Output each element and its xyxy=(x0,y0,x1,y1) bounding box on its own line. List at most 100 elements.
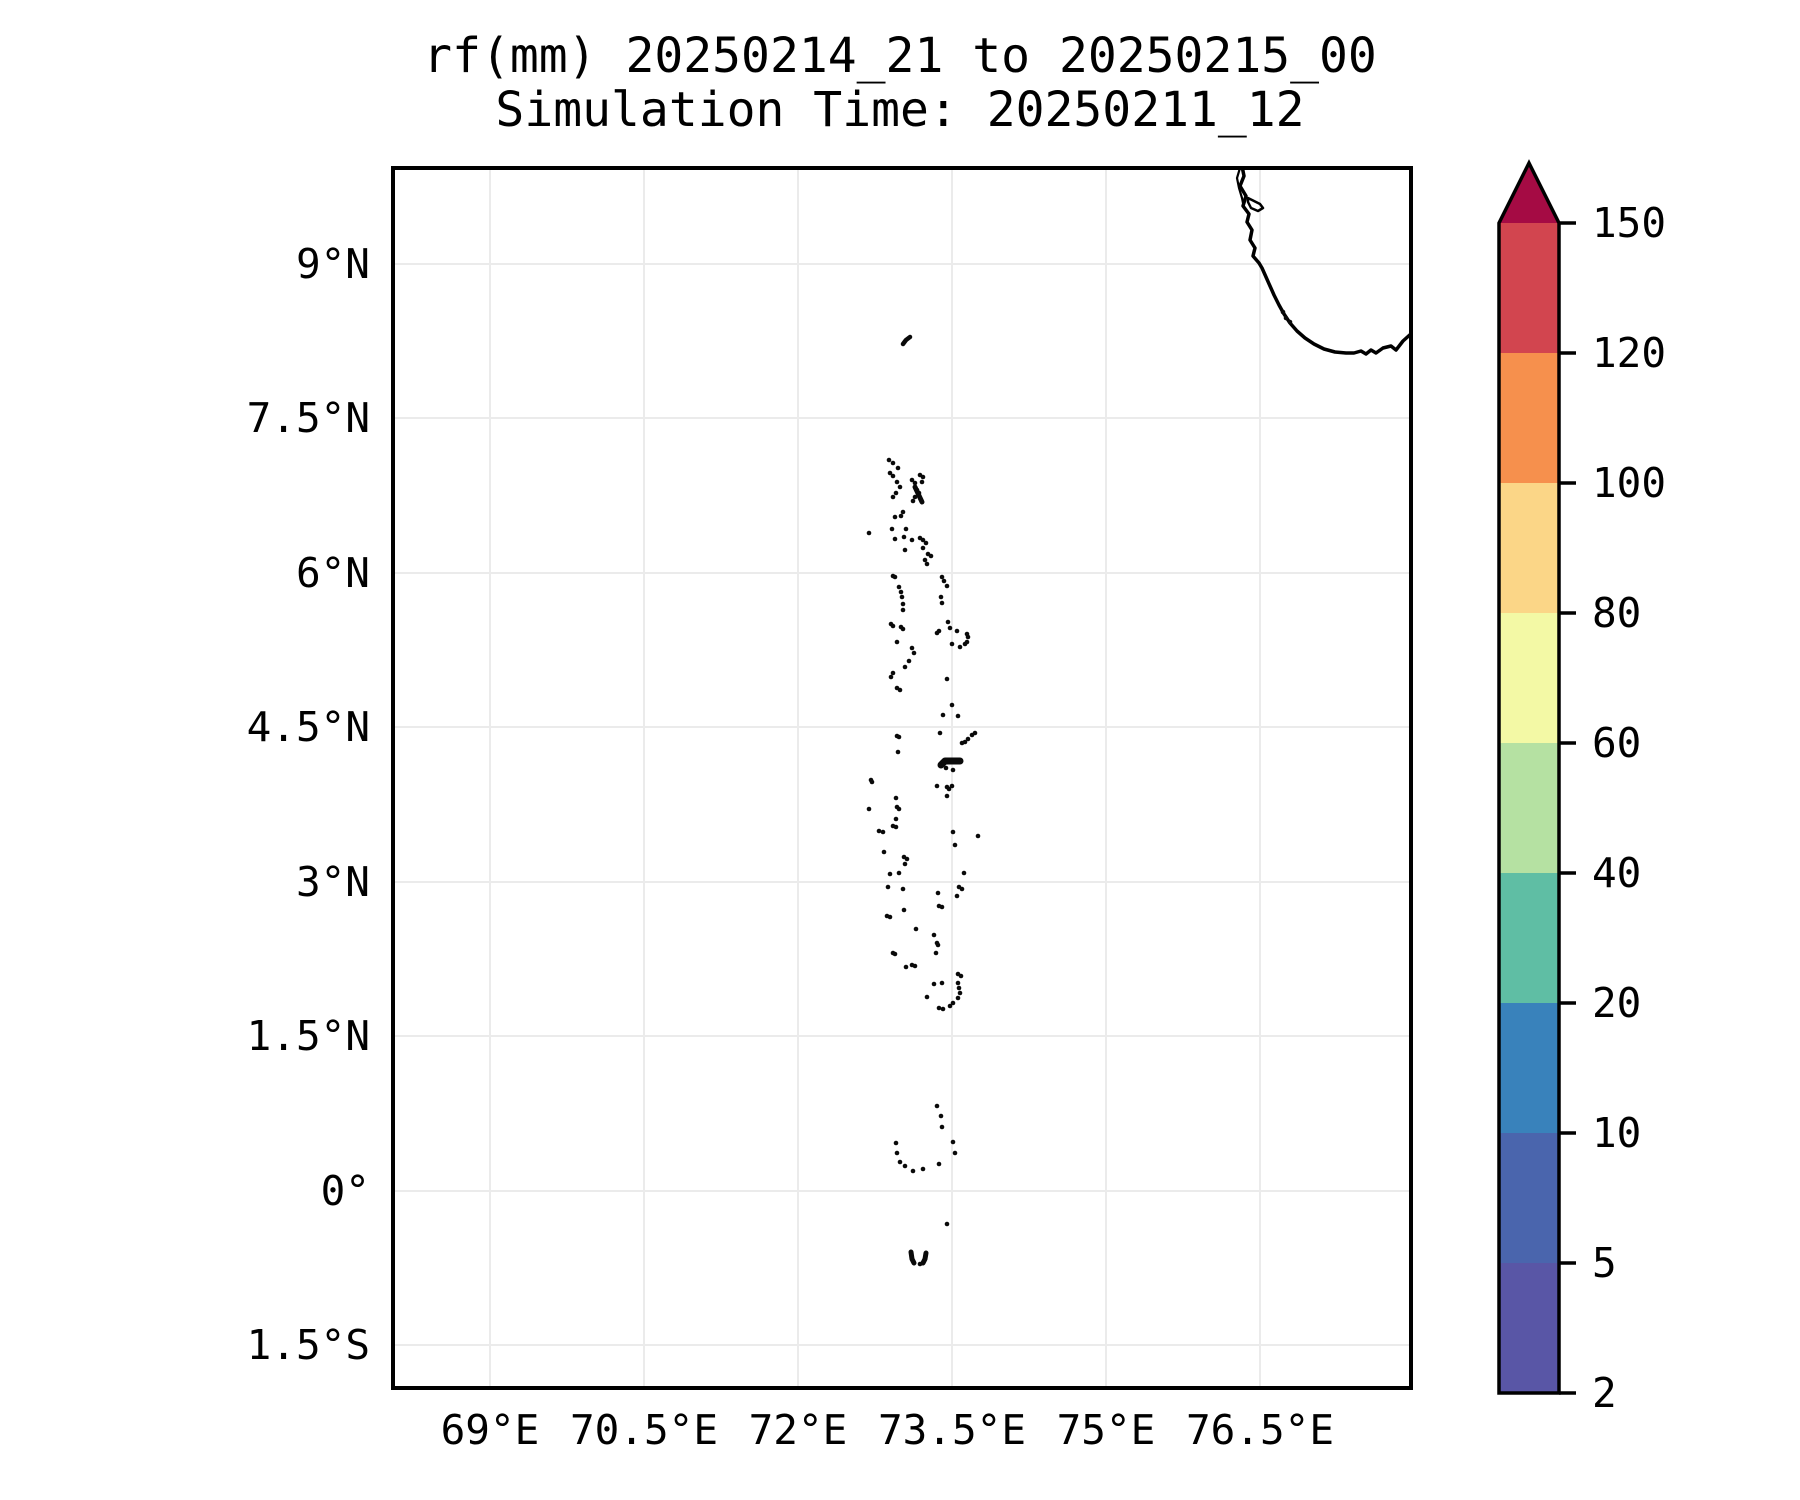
colorbar-segment xyxy=(1499,223,1559,354)
island-dot xyxy=(919,479,925,485)
colorbar-tick-label: 5 xyxy=(1592,1239,1617,1287)
colorbar-tick-label: 40 xyxy=(1592,849,1642,897)
island-dot xyxy=(900,886,906,892)
island-dot xyxy=(949,783,955,789)
colorbar-tick-label: 10 xyxy=(1592,1109,1642,1157)
island-dot xyxy=(922,557,928,563)
island-dot xyxy=(952,1150,958,1156)
backwater-line xyxy=(1235,167,1246,209)
island-dot xyxy=(896,734,902,740)
island-dot xyxy=(939,574,945,580)
island-dot xyxy=(962,739,968,745)
island-dot xyxy=(896,806,902,812)
colorbar-tick-label: 150 xyxy=(1592,199,1667,247)
island-dot xyxy=(894,1150,900,1156)
island-dot xyxy=(972,730,978,736)
island-dot xyxy=(934,630,940,636)
map-plot-area xyxy=(391,166,1413,1390)
island-dot xyxy=(934,1103,940,1109)
colorbar xyxy=(1497,159,1576,1395)
island-dot xyxy=(949,702,955,708)
island-dot xyxy=(887,871,893,877)
plot-subtitle: Simulation Time: 20250211_12 xyxy=(495,82,1305,138)
island-dot xyxy=(893,824,899,830)
island-dot xyxy=(920,1166,926,1172)
island-dot xyxy=(893,795,899,801)
island-dot xyxy=(952,842,958,848)
colorbar-tick-label: 80 xyxy=(1592,589,1642,637)
island-dot xyxy=(893,490,899,496)
island-dot xyxy=(1287,319,1293,325)
island-dot xyxy=(892,514,898,520)
island-dot xyxy=(912,494,918,500)
y-tick-label: 1.5°N xyxy=(246,1012,370,1060)
colorbar-tick-label: 60 xyxy=(1592,719,1642,767)
island-dot xyxy=(950,1139,956,1145)
india-coastline xyxy=(1238,166,1413,356)
island-dot xyxy=(939,904,945,910)
island-dot xyxy=(924,561,930,567)
island-dot xyxy=(896,584,902,590)
island-dot xyxy=(939,1124,945,1130)
colorbar-outline xyxy=(1497,159,1561,1395)
island-dot xyxy=(890,623,896,629)
island-dot xyxy=(957,644,963,650)
island-dot xyxy=(876,828,882,834)
island-dot xyxy=(913,926,919,932)
island-dot xyxy=(937,730,943,736)
island-dot xyxy=(895,465,901,471)
island-dot xyxy=(938,1113,944,1119)
island-dot xyxy=(928,553,934,559)
island-dot xyxy=(920,545,926,551)
island-dot xyxy=(901,534,907,540)
island-dot xyxy=(943,765,949,771)
island-dot xyxy=(955,980,961,986)
colorbar-tick-label: 100 xyxy=(1592,459,1667,507)
x-tick-label: 72°E xyxy=(748,1406,848,1454)
island-dot xyxy=(899,594,905,600)
island-dot xyxy=(935,890,941,896)
island-dot xyxy=(895,749,901,755)
island-dot xyxy=(1280,309,1286,315)
island-dot xyxy=(885,884,891,890)
island-dot xyxy=(892,574,898,580)
island-dot xyxy=(894,639,900,645)
island-dot xyxy=(920,537,926,543)
island-dot xyxy=(947,1003,953,1009)
colorbar-tick-label: 20 xyxy=(1592,979,1642,1027)
island-dot xyxy=(900,601,906,607)
island-dot xyxy=(934,783,940,789)
lagoon-loop xyxy=(1246,196,1265,213)
island-dot xyxy=(902,861,908,867)
island-dot xyxy=(944,583,950,589)
colorbar-segment xyxy=(1499,353,1559,484)
colorbar-tick-label: 2 xyxy=(1592,1369,1617,1417)
island-dot xyxy=(894,479,900,485)
island-dot xyxy=(902,664,908,670)
island-dot xyxy=(892,536,898,542)
y-tick-label: 3°N xyxy=(295,858,370,906)
island-dot xyxy=(909,645,915,651)
island-dot xyxy=(890,494,896,500)
island-dot xyxy=(890,460,896,466)
island-dot xyxy=(946,786,952,792)
island-dot xyxy=(956,985,962,991)
island-dot xyxy=(955,995,961,1001)
island-dot xyxy=(954,628,960,634)
y-tick-label: 7.5°N xyxy=(246,394,370,442)
island-dot xyxy=(898,513,904,519)
island-dot xyxy=(1283,315,1289,321)
colorbar-segment xyxy=(1499,1003,1559,1134)
colorbar-segment xyxy=(1499,483,1559,614)
island-dot xyxy=(936,1161,942,1167)
y-tick-label: 1.5°S xyxy=(246,1321,370,1369)
x-tick-label: 75°E xyxy=(1056,1406,1156,1454)
island-dot xyxy=(866,806,872,812)
island-reef-stroke xyxy=(908,1249,917,1266)
island-dot xyxy=(939,600,945,606)
island-dot xyxy=(910,498,916,504)
island-dot xyxy=(957,990,963,996)
island-dot xyxy=(890,473,896,479)
island-dot xyxy=(941,578,947,584)
island-dot xyxy=(935,942,941,948)
